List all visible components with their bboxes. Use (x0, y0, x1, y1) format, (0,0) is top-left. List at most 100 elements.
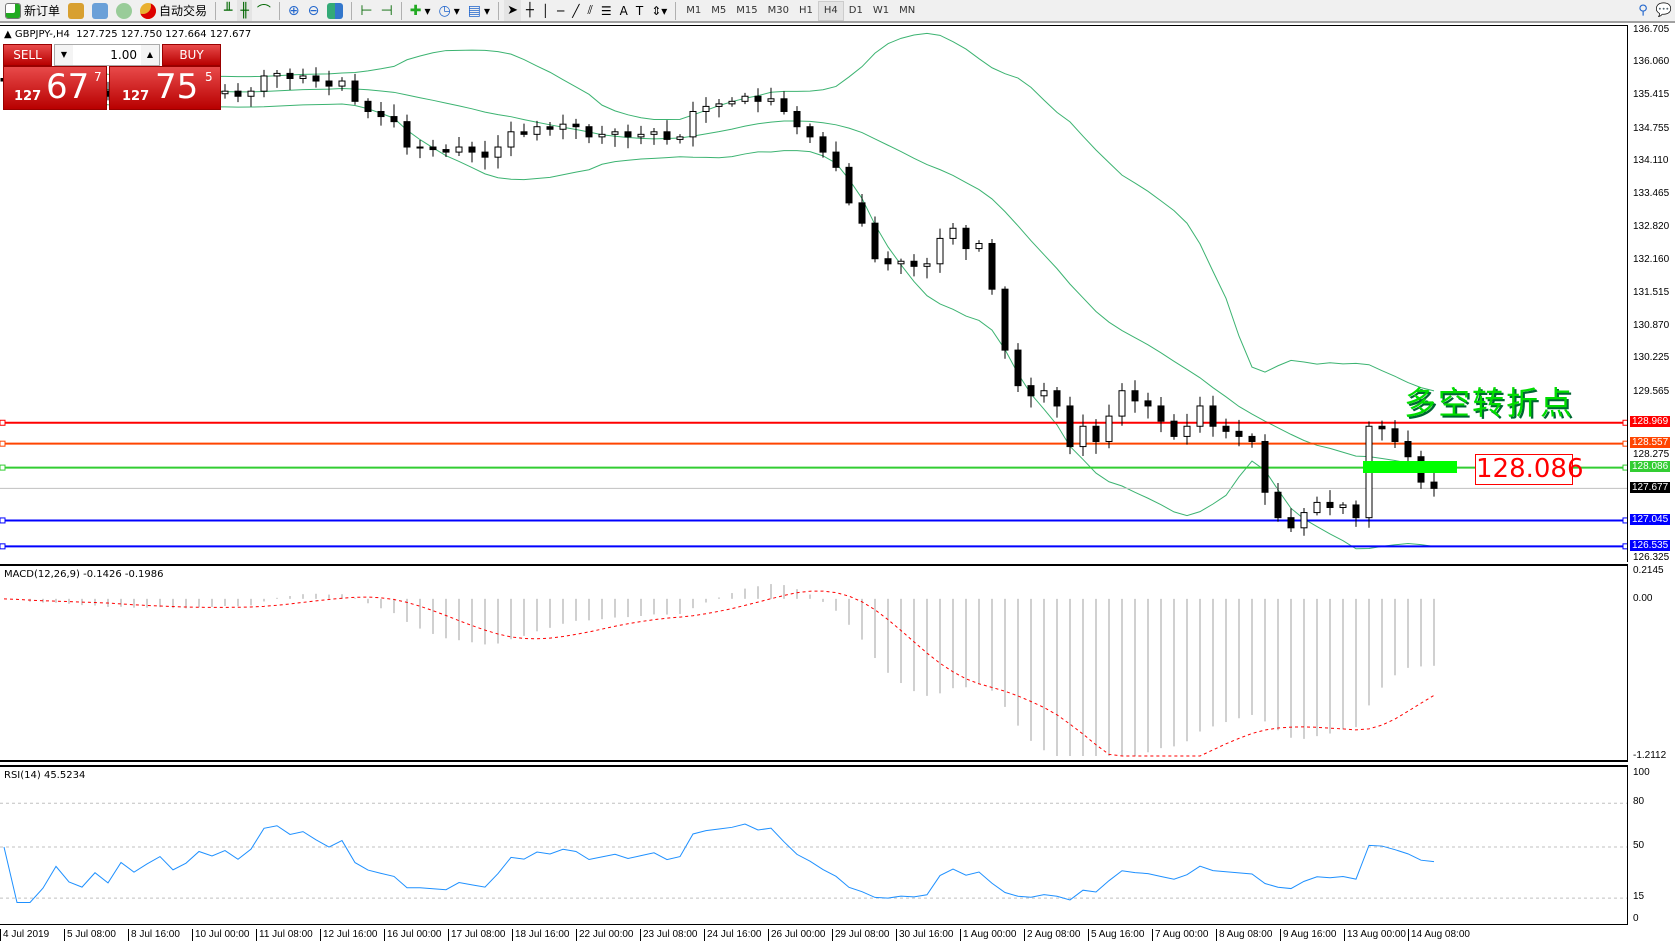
separator (400, 1, 402, 20)
level-price-tag: 128.557 (1630, 437, 1671, 449)
level-handle (1622, 440, 1627, 447)
time-axis[interactable]: 4 Jul 2019 5 Jul 08:00 8 Jul 16:00 10 Jul 0… (0, 926, 1628, 944)
candle-bear (1378, 425, 1386, 430)
candle-bear (1404, 440, 1412, 458)
lot-input[interactable]: 1.00 (73, 45, 141, 65)
macd-title: MACD(12,26,9) -0.1426 -0.1986 (4, 569, 164, 580)
rsi-tick: 100 (1633, 767, 1650, 778)
timeframe-h4[interactable]: H4 (817, 0, 844, 21)
trendline-icon: ╱ (572, 3, 580, 18)
candle-bear (468, 146, 476, 153)
signals-button[interactable] (113, 0, 135, 21)
zoom-out-button[interactable]: ⊖ (305, 0, 323, 21)
line-chart-button[interactable]: ⌒ (254, 0, 274, 21)
time-tick: 4 Jul 2019 (0, 929, 49, 941)
timeframe-m1[interactable]: M1 (686, 5, 702, 16)
new-order-button[interactable]: 新订单 (2, 0, 63, 21)
buy-button[interactable]: BUY (162, 44, 221, 66)
separator (351, 1, 353, 20)
timeframe-m5[interactable]: M5 (711, 5, 727, 16)
time-tick: 13 Aug 00:00 (1344, 929, 1406, 941)
periods-button[interactable]: ◷ ▾ (436, 0, 463, 21)
level-handle (1622, 543, 1627, 550)
rsi-title: RSI(14) 45.5234 (4, 770, 86, 781)
candle-bear (1131, 390, 1139, 402)
market-button[interactable] (89, 0, 111, 21)
candle-bull (650, 131, 658, 135)
price-chart[interactable]: ▲ GBPJPY-,H4 127.725 127.750 127.664 127… (0, 25, 1628, 562)
candle-bull (637, 133, 645, 138)
level-handle (0, 419, 6, 426)
candle-bear (754, 95, 762, 102)
candle-bear (1222, 425, 1230, 432)
ohlc-values: 127.725 127.750 127.664 127.677 (76, 29, 252, 40)
timeframe-m30[interactable]: M30 (767, 5, 789, 16)
candle-bear (325, 80, 333, 87)
candle-bull (1079, 425, 1087, 448)
candle-bull (676, 136, 684, 140)
chart-shift-button[interactable]: ⊣ (378, 0, 396, 21)
candle-bull (611, 131, 619, 135)
vertical-line-button[interactable]: │ (539, 0, 552, 21)
symbol-label: GBPJPY-,H4 (14, 29, 70, 40)
channel-button[interactable]: ⫽ (585, 0, 596, 21)
sell-price[interactable]: 127 67 7 (3, 66, 107, 110)
time-tick: 12 Jul 16:00 (320, 929, 378, 941)
candle-chart-button[interactable]: ╫ (237, 0, 252, 21)
text-label-icon: T (635, 3, 644, 18)
auto-scroll-button[interactable]: ⊢ (357, 0, 375, 21)
sell-price-main: 67 (46, 67, 90, 107)
rsi-tick: 80 (1633, 796, 1645, 808)
horizontal-line-button[interactable]: ─ (554, 0, 567, 21)
crosshair-button[interactable]: ┼ (523, 0, 537, 21)
auto-trading-icon (140, 2, 157, 19)
lot-decrease-button[interactable]: ▼ (60, 50, 68, 59)
text-button[interactable]: A (617, 0, 631, 21)
time-tick: 18 Jul 16:00 (512, 929, 570, 941)
macd-pane[interactable]: MACD(12,26,9) -0.1426 -0.1986 (0, 564, 1628, 762)
turning-point-marker[interactable] (1363, 461, 1457, 473)
add-indicator-icon: ✚ (409, 2, 422, 19)
level-price-label: 128.086 (1475, 454, 1584, 485)
timeframe-h1[interactable]: H1 (798, 5, 813, 16)
fibonacci-button[interactable]: ☰ (598, 0, 615, 21)
auto-trading-button[interactable]: 自动交易 (137, 0, 210, 21)
candle-bull (1105, 415, 1113, 442)
trendline-button[interactable]: ╱ (569, 0, 582, 21)
lot-stepper[interactable]: ▼ 1.00 ▲ (54, 44, 160, 66)
sell-button[interactable]: SELL (3, 44, 52, 66)
rsi-pane[interactable]: RSI(14) 45.5234 (0, 765, 1628, 925)
lot-increase-button[interactable]: ▲ (146, 50, 154, 59)
price-axis[interactable]: 128.969 128.557 128.086 127.045 126.535 127.6… (1629, 24, 1675, 563)
buy-price[interactable]: 127 75 5 (109, 66, 221, 110)
chat-button[interactable]: 💬 (1653, 0, 1675, 21)
macd-tick: 0.00 (1633, 592, 1653, 604)
candle-bull (923, 263, 931, 267)
arrows-button[interactable]: ⇕▾ (648, 0, 670, 21)
chart-shift-icon: ⊣ (380, 2, 393, 19)
cursor-button[interactable]: ➤ (504, 0, 521, 21)
price-tick: 133.465 (1633, 187, 1670, 199)
timeframe-w1[interactable]: W1 (872, 5, 890, 16)
tile-windows-button[interactable] (324, 0, 346, 21)
level-price-tag: 127.045 (1630, 513, 1671, 525)
timeframe-d1[interactable]: D1 (848, 5, 863, 16)
bar-chart-button[interactable]: ╨ (221, 0, 235, 21)
indicators-button[interactable]: ✚ ▾ (407, 0, 434, 21)
candle-bull (689, 110, 697, 138)
templates-button[interactable]: ▤ ▾ (465, 0, 493, 21)
history-button[interactable] (65, 0, 87, 21)
candle-bull (767, 98, 775, 102)
fibonacci-icon: ☰ (600, 3, 612, 18)
timeframe-mn[interactable]: MN (899, 5, 916, 16)
candle-bear (1014, 349, 1022, 387)
one-click-trading-panel: SELL ▼ 1.00 ▲ BUY 127 67 7 127 75 5 (3, 44, 223, 110)
candle-bear (429, 146, 437, 151)
search-button[interactable]: ⚲ (1635, 0, 1651, 21)
level-price-tag: 126.535 (1630, 539, 1671, 551)
candle-bull (715, 103, 723, 107)
text-label-button[interactable]: T (633, 0, 646, 21)
zoom-in-button[interactable]: ⊕ (285, 0, 303, 21)
price-tick: 126.325 (1633, 551, 1670, 563)
timeframe-m15[interactable]: M15 (736, 5, 758, 16)
